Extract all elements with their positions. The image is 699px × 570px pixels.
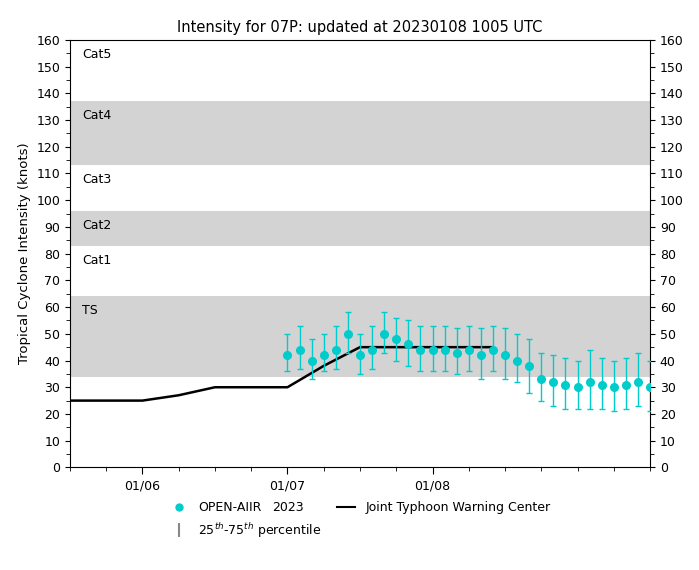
Text: Cat1: Cat1 — [82, 254, 111, 267]
Text: Cat2: Cat2 — [82, 219, 111, 232]
Bar — [70, 296, 650, 377]
Title: Intensity for 07P: updated at 20230108 1005 UTC: Intensity for 07P: updated at 20230108 1… — [178, 19, 542, 35]
Bar — [70, 40, 650, 101]
Text: 2023: 2023 — [272, 500, 303, 514]
Text: Cat4: Cat4 — [82, 109, 111, 123]
Text: Cat3: Cat3 — [82, 173, 111, 186]
Text: TS: TS — [82, 304, 98, 317]
Text: Cat5: Cat5 — [82, 48, 111, 61]
Bar — [70, 101, 650, 165]
Legend: OPEN-AIIR, 25$^{th}$-75$^{th}$ percentile, Joint Typhoon Warning Center: OPEN-AIIR, 25$^{th}$-75$^{th}$ percentil… — [164, 496, 556, 544]
Bar — [70, 377, 650, 467]
Bar — [70, 165, 650, 211]
Bar — [70, 246, 650, 296]
Bar — [70, 211, 650, 246]
Y-axis label: Tropical Cyclone Intensity (knots): Tropical Cyclone Intensity (knots) — [17, 143, 31, 364]
